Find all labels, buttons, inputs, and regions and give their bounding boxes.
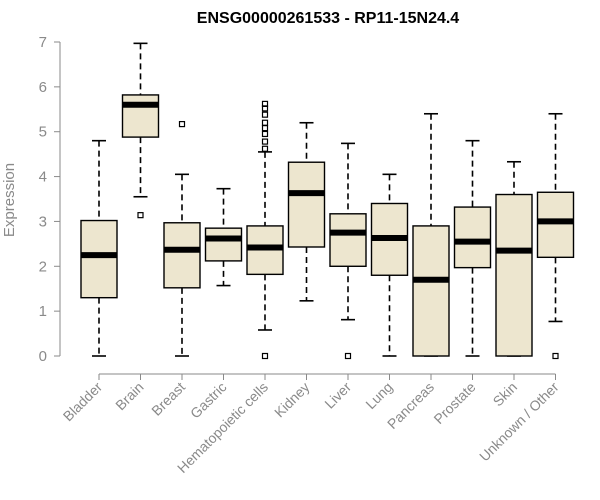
box-brain (121, 42, 160, 219)
x-tick-label: Lung (362, 379, 395, 412)
y-tick-label: 4 (39, 169, 47, 186)
x-tick-label: Bladder (60, 379, 106, 425)
box-body (204, 227, 243, 262)
box-unknown-other (536, 112, 575, 360)
outlier-point (261, 138, 269, 145)
y-tick-label: 3 (39, 213, 47, 230)
outlier-point (261, 119, 269, 126)
box-body (495, 193, 533, 357)
y-axis: 0 1 2 3 4 5 6 7 (39, 34, 61, 365)
outlier-point (261, 125, 269, 132)
x-tick-label: Unknown / Other (476, 379, 562, 465)
box-lung (370, 173, 409, 357)
box-breast (163, 120, 201, 357)
box-body (453, 206, 492, 269)
y-tick-label: 2 (39, 258, 47, 275)
box-body (163, 222, 201, 289)
box-gastric (204, 187, 243, 287)
x-tick-label: Prostate (430, 379, 478, 427)
box-body (287, 161, 326, 248)
box-kidney (287, 121, 326, 302)
x-tick-label: Liver (321, 379, 354, 412)
outlier-point (137, 212, 144, 219)
outlier-point (261, 145, 269, 152)
outlier-point (344, 352, 352, 360)
y-tick-label: 1 (39, 303, 47, 320)
box-pancreas (412, 112, 450, 357)
box-body (329, 213, 367, 267)
x-tick-label: Kidney (271, 379, 313, 421)
outlier-point (261, 100, 269, 108)
boxes-group (80, 42, 575, 360)
x-tick-label: Skin (490, 379, 521, 410)
y-tick-label: 0 (39, 348, 47, 365)
y-axis-label: Expression (1, 163, 18, 237)
box-body (80, 219, 118, 299)
box-bladder (80, 139, 118, 357)
y-tick-label: 5 (39, 124, 47, 141)
box-skin (495, 160, 533, 357)
outlier-point (261, 130, 269, 138)
box-prostate (453, 139, 492, 357)
box-body (536, 191, 575, 259)
box-liver (329, 142, 367, 360)
outlier-point (178, 120, 186, 128)
chart-title: ENSG00000261533 - RP11-15N24.4 (197, 10, 460, 27)
box-body (412, 225, 450, 357)
y-tick-label: 6 (39, 79, 47, 96)
outlier-point (552, 352, 559, 360)
box-body (121, 94, 160, 138)
y-tick-label: 7 (39, 34, 47, 51)
x-tick-label: Brain (112, 379, 146, 413)
outlier-point (261, 111, 269, 118)
x-tick-label: Breast (148, 379, 188, 419)
box-hematopoietic-cells (246, 100, 284, 360)
outlier-point (261, 352, 269, 360)
